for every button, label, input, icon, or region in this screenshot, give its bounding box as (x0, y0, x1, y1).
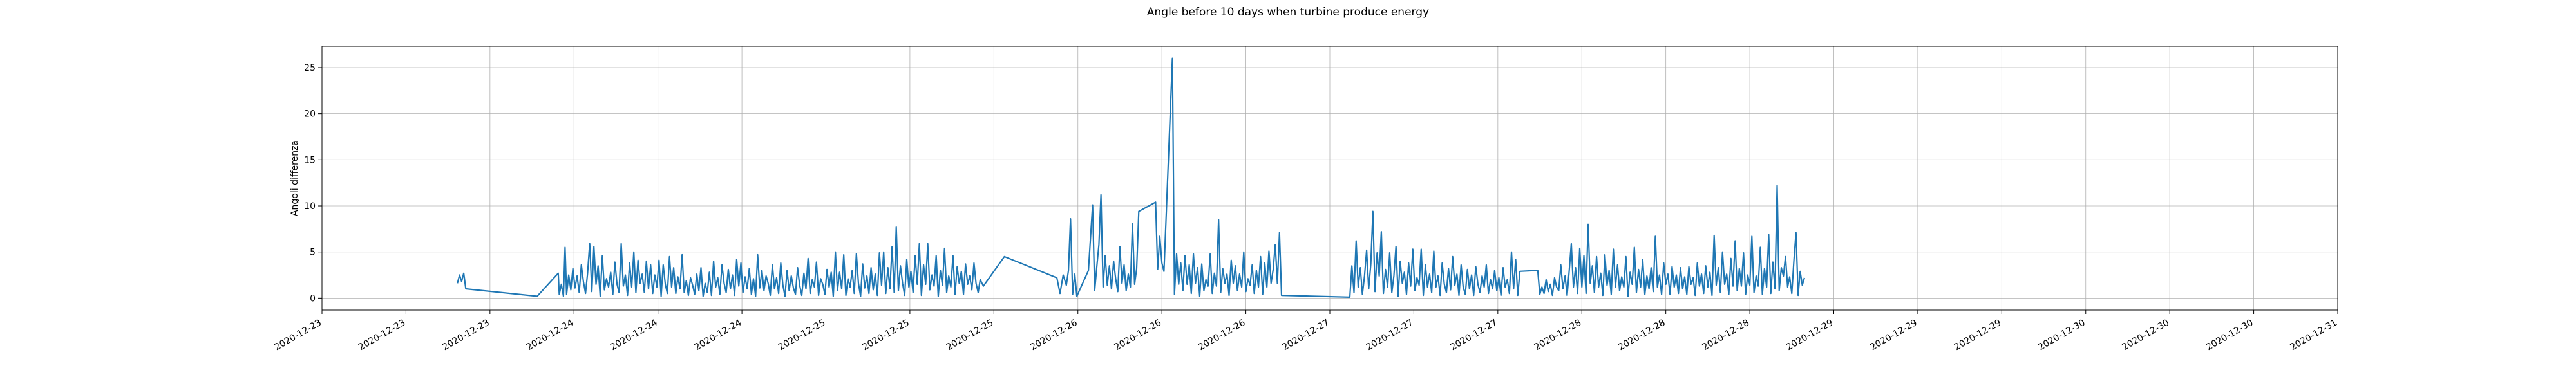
y-tick-label: 20 (304, 109, 316, 120)
y-tick-label: 5 (310, 248, 316, 258)
y-axis-label: Angoli differenza (290, 140, 300, 216)
chart-title: Angle before 10 days when turbine produc… (1147, 6, 1429, 19)
y-tick-label: 25 (304, 63, 316, 73)
series-line (457, 57, 1805, 298)
y-tick-label: 10 (304, 201, 316, 212)
y-axis: 0 5 10 15 20 25 (304, 63, 322, 304)
y-tick-label: 15 (304, 155, 316, 165)
y-tick-label: 0 (310, 293, 316, 304)
series-layer (457, 57, 1805, 298)
